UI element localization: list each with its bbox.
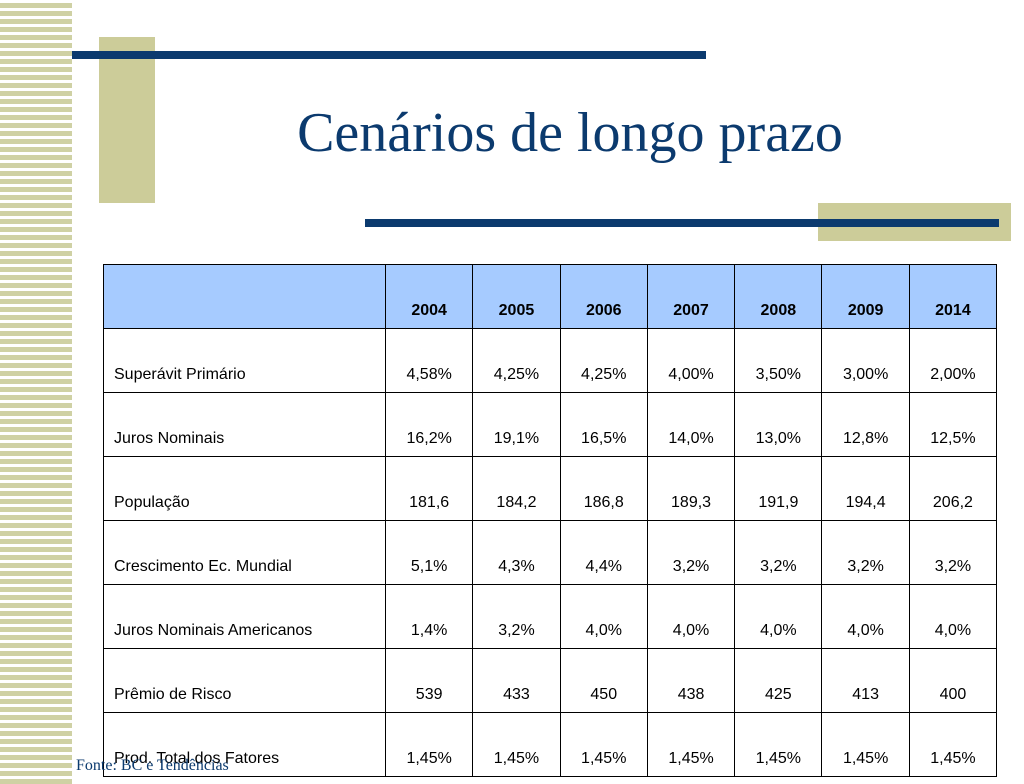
table-cell: 3,2% — [734, 520, 823, 585]
table-row: Juros Nominais Americanos 1,4% 3,2% 4,0%… — [103, 584, 998, 649]
table-cell: 3,2% — [821, 520, 910, 585]
table-cell: 19,1% — [472, 392, 561, 457]
table-cell: 4,3% — [472, 520, 561, 585]
table-cell: 4,4% — [559, 520, 648, 585]
table-row: Superávit Primário 4,58% 4,25% 4,25% 4,0… — [103, 328, 998, 393]
table-cell: 4,58% — [384, 328, 474, 393]
table-cell: 12,5% — [908, 392, 998, 457]
table-cell: 400 — [908, 648, 998, 713]
decorative-olive-block-top — [99, 37, 155, 203]
table-row: Prêmio de Risco 539 433 450 438 425 413 … — [103, 648, 998, 713]
table-cell: 184,2 — [472, 456, 561, 521]
table-cell: 206,2 — [908, 456, 998, 521]
row-label: Crescimento Ec. Mundial — [103, 520, 386, 585]
table-cell: 4,0% — [559, 584, 648, 649]
row-label: População — [103, 456, 386, 521]
table-cell: 3,00% — [821, 328, 910, 393]
table-cell: 4,0% — [908, 584, 998, 649]
table-cell: 16,2% — [384, 392, 474, 457]
table-cell: 14,0% — [646, 392, 736, 457]
table-cell: 3,2% — [472, 584, 561, 649]
table-cell: 4,25% — [472, 328, 561, 393]
table-cell: 4,00% — [646, 328, 736, 393]
table-header-cell: 2008 — [734, 264, 823, 329]
table-cell: 425 — [734, 648, 823, 713]
table-cell: 413 — [821, 648, 910, 713]
table-cell: 1,45% — [559, 712, 648, 777]
table-cell: 3,50% — [734, 328, 823, 393]
source-note: Fonte: BC e Tendências — [76, 757, 229, 774]
table-cell: 189,3 — [646, 456, 736, 521]
decorative-navy-line-bottom — [365, 219, 999, 227]
row-label: Juros Nominais Americanos — [103, 584, 386, 649]
table-cell: 1,4% — [384, 584, 474, 649]
table-cell: 1,45% — [734, 712, 823, 777]
table-cell: 4,0% — [821, 584, 910, 649]
table-row: Juros Nominais 16,2% 19,1% 16,5% 14,0% 1… — [103, 392, 998, 457]
table-cell: 4,0% — [734, 584, 823, 649]
table-cell: 1,45% — [384, 712, 474, 777]
table-cell: 433 — [472, 648, 561, 713]
table-row: Crescimento Ec. Mundial 5,1% 4,3% 4,4% 3… — [103, 520, 998, 585]
table-header-cell: 2007 — [646, 264, 736, 329]
table-cell: 450 — [559, 648, 648, 713]
table-cell: 191,9 — [734, 456, 823, 521]
table-cell: 2,00% — [908, 328, 998, 393]
table-row: População 181,6 184,2 186,8 189,3 191,9 … — [103, 456, 998, 521]
table-cell: 539 — [384, 648, 474, 713]
row-label: Juros Nominais — [103, 392, 386, 457]
scenario-table: 2004 2005 2006 2007 2008 2009 2014 Super… — [103, 264, 998, 777]
table-cell: 13,0% — [734, 392, 823, 457]
decorative-stripe-bar — [0, 0, 72, 784]
table-cell: 4,25% — [559, 328, 648, 393]
table-cell: 5,1% — [384, 520, 474, 585]
table-cell: 3,2% — [646, 520, 736, 585]
table-header-cell: 2009 — [821, 264, 910, 329]
table-row: Prod. Total dos Fatores 1,45% 1,45% 1,45… — [103, 712, 998, 777]
table-cell: 3,2% — [908, 520, 998, 585]
row-label: Prod. Total dos Fatores — [103, 712, 386, 777]
table-header-cell: 2006 — [559, 264, 648, 329]
table-cell: 181,6 — [384, 456, 474, 521]
decorative-navy-line-top — [72, 51, 706, 59]
table-cell: 1,45% — [472, 712, 561, 777]
table-header-cell — [103, 264, 386, 329]
row-label: Prêmio de Risco — [103, 648, 386, 713]
table-header-cell: 2004 — [384, 264, 474, 329]
slide-title: Cenários de longo prazo — [297, 102, 843, 164]
table-cell: 16,5% — [559, 392, 648, 457]
table-cell: 186,8 — [559, 456, 648, 521]
table-cell: 438 — [646, 648, 736, 713]
table-cell: 1,45% — [908, 712, 998, 777]
table-cell: 1,45% — [646, 712, 736, 777]
table-cell: 194,4 — [821, 456, 910, 521]
table-cell: 1,45% — [821, 712, 910, 777]
table-header-row: 2004 2005 2006 2007 2008 2009 2014 — [103, 264, 998, 329]
row-label: Superávit Primário — [103, 328, 386, 393]
table-cell: 4,0% — [646, 584, 736, 649]
table-header-cell: 2014 — [908, 264, 998, 329]
table-cell: 12,8% — [821, 392, 910, 457]
table-header-cell: 2005 — [472, 264, 561, 329]
